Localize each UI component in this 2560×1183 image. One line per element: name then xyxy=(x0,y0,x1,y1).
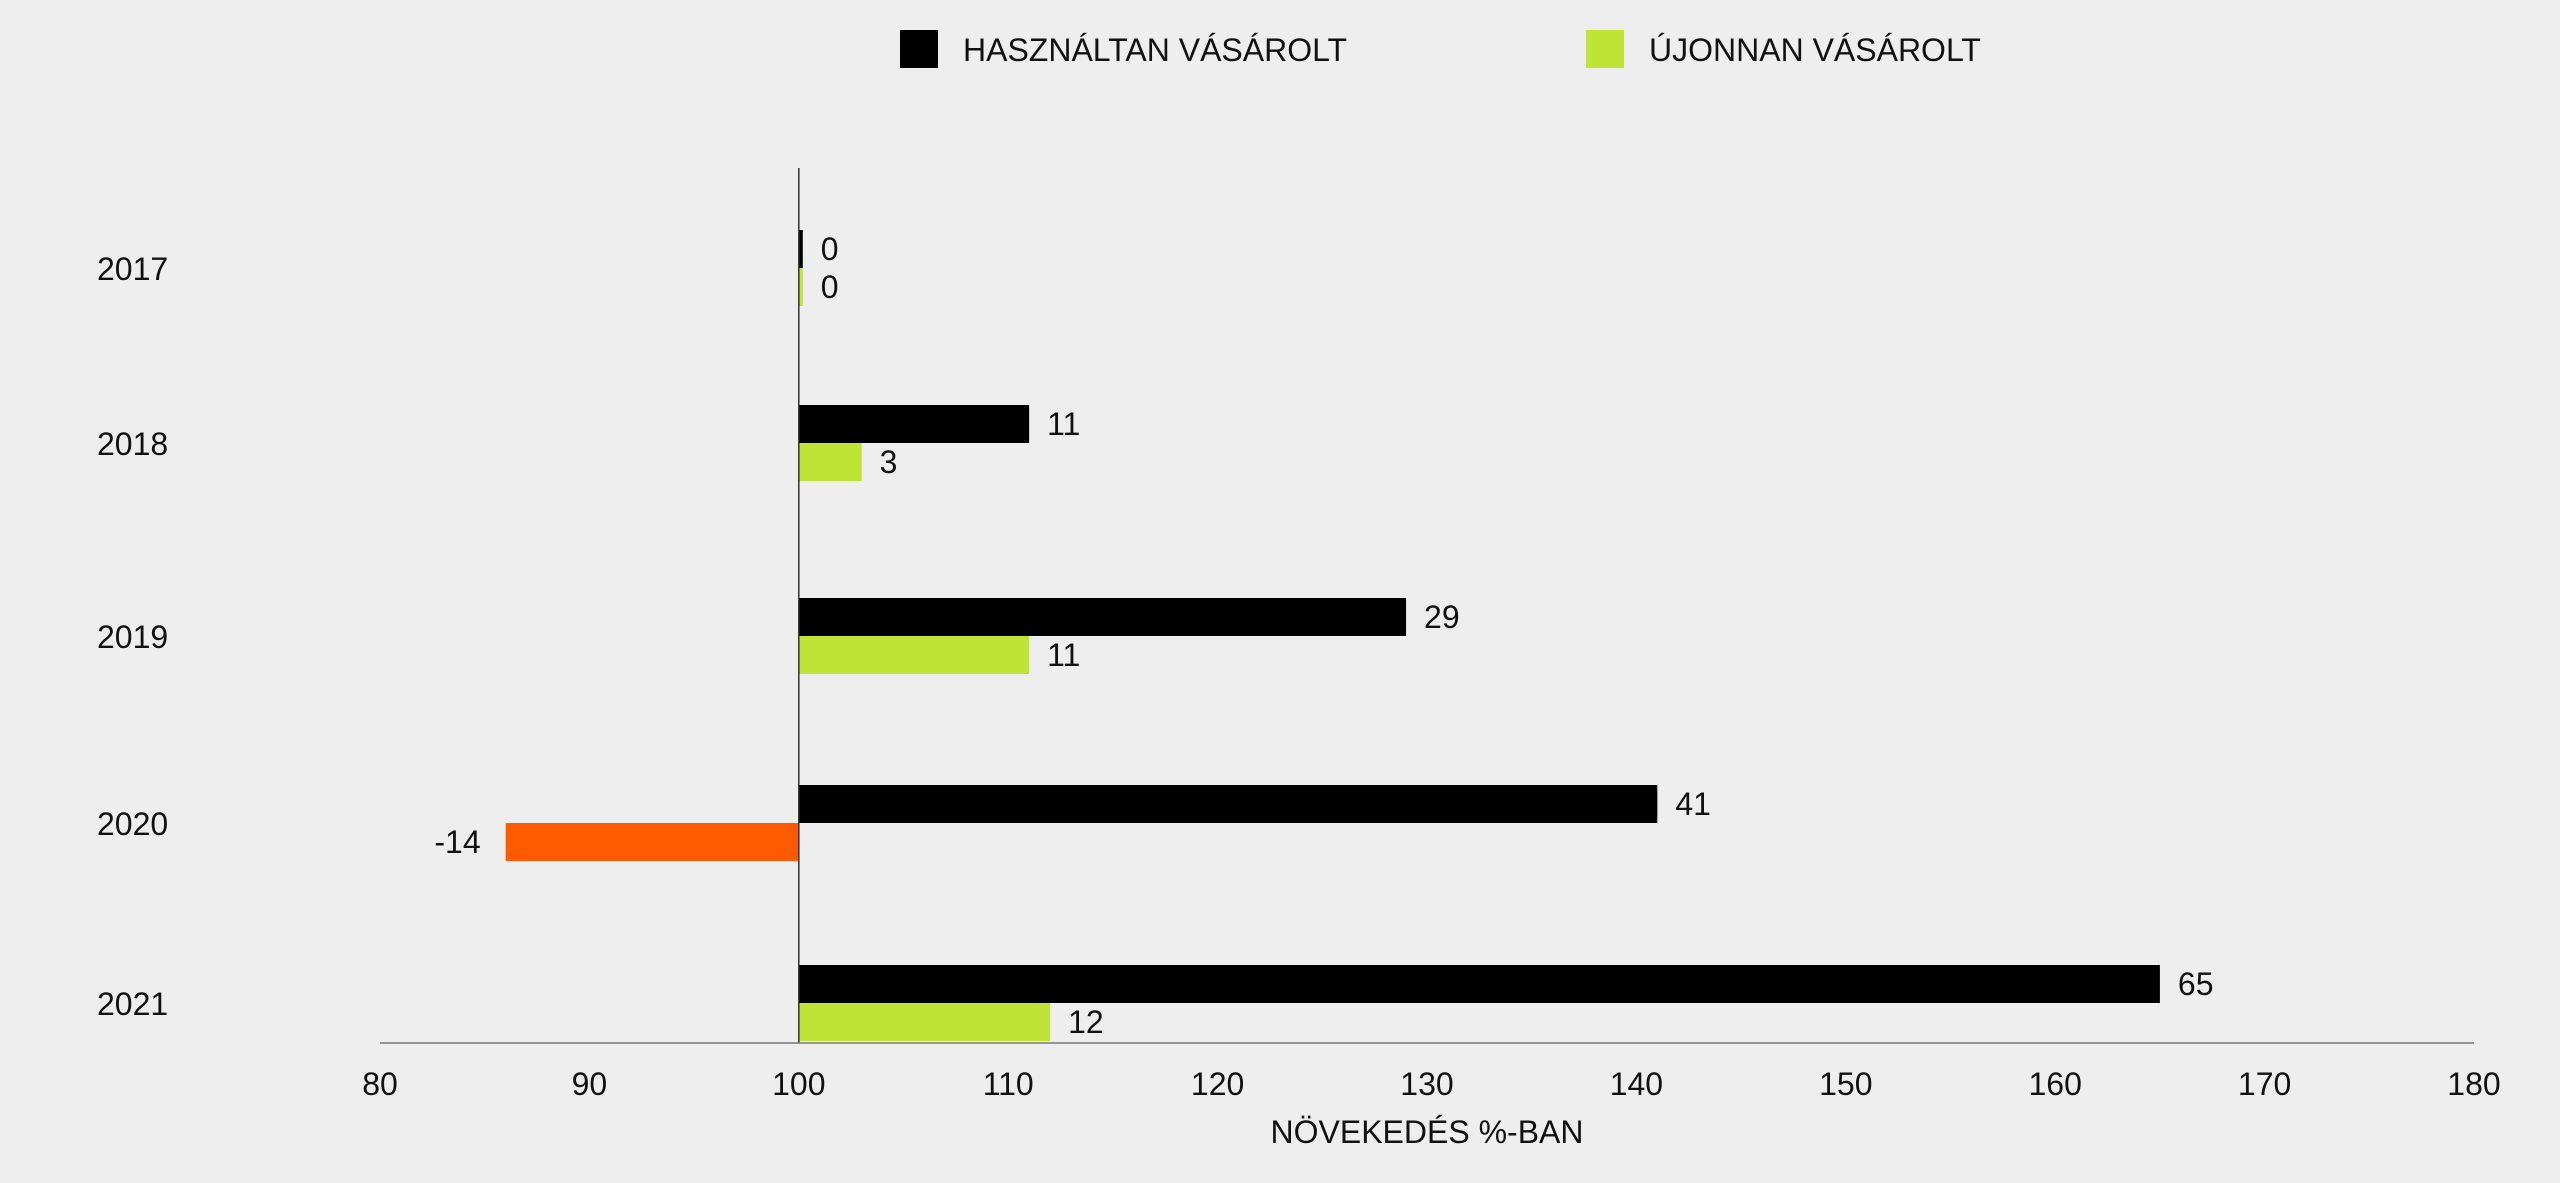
x-tick-label-90: 90 xyxy=(572,1066,608,1102)
x-tick-label-80: 80 xyxy=(362,1066,398,1102)
x-tick-label-140: 140 xyxy=(1610,1066,1663,1102)
x-tick-label-170: 170 xyxy=(2238,1066,2291,1102)
x-axis-title: NÖVEKEDÉS %-BAN xyxy=(1271,1114,1584,1150)
x-tick-label-110: 110 xyxy=(983,1066,1034,1102)
value-label-2-2018: 3 xyxy=(880,444,898,480)
x-tick-label-180: 180 xyxy=(2447,1066,2500,1102)
legend-swatch-1 xyxy=(900,30,938,68)
bar-2-2020 xyxy=(505,823,799,861)
x-tick-label-130: 130 xyxy=(1400,1066,1453,1102)
x-tick-label-100: 100 xyxy=(772,1066,825,1102)
x-tick-label-120: 120 xyxy=(1191,1066,1244,1102)
value-label-2-2019: 11 xyxy=(1047,637,1080,673)
bar-2-2018 xyxy=(798,443,862,481)
bar-2-2021 xyxy=(798,1003,1051,1041)
bar-1-2018 xyxy=(798,405,1030,443)
bar-1-2021 xyxy=(798,965,2160,1003)
legend-label-2: ÚJONNAN VÁSÁROLT xyxy=(1649,32,1981,68)
category-label-2018: 2018 xyxy=(97,426,168,462)
legend-swatch-2 xyxy=(1586,30,1624,68)
value-label-1-2017: 0 xyxy=(821,231,839,267)
bar-2-2019 xyxy=(798,636,1030,674)
bar-1-2020 xyxy=(798,785,1658,823)
category-label-2021: 2021 xyxy=(97,986,168,1022)
value-label-2-2021: 12 xyxy=(1068,1004,1104,1040)
category-label-2020: 2020 xyxy=(97,806,168,842)
bar-2-2017 xyxy=(798,268,803,306)
category-label-2019: 2019 xyxy=(97,619,168,655)
bar-1-2017 xyxy=(798,230,803,268)
x-tick-label-150: 150 xyxy=(1819,1066,1872,1102)
legend-label-1: HASZNÁLTAN VÁSÁROLT xyxy=(963,32,1347,68)
x-tick-label-160: 160 xyxy=(2029,1066,2082,1102)
value-label-2-2017: 0 xyxy=(821,269,839,305)
value-label-1-2019: 29 xyxy=(1424,599,1460,635)
value-label-2-2020: -14 xyxy=(434,824,480,860)
category-label-2017: 2017 xyxy=(97,251,168,287)
bar-1-2019 xyxy=(798,598,1407,636)
value-label-1-2021: 65 xyxy=(2178,966,2214,1002)
value-label-1-2018: 11 xyxy=(1047,406,1080,442)
value-label-1-2020: 41 xyxy=(1675,786,1711,822)
